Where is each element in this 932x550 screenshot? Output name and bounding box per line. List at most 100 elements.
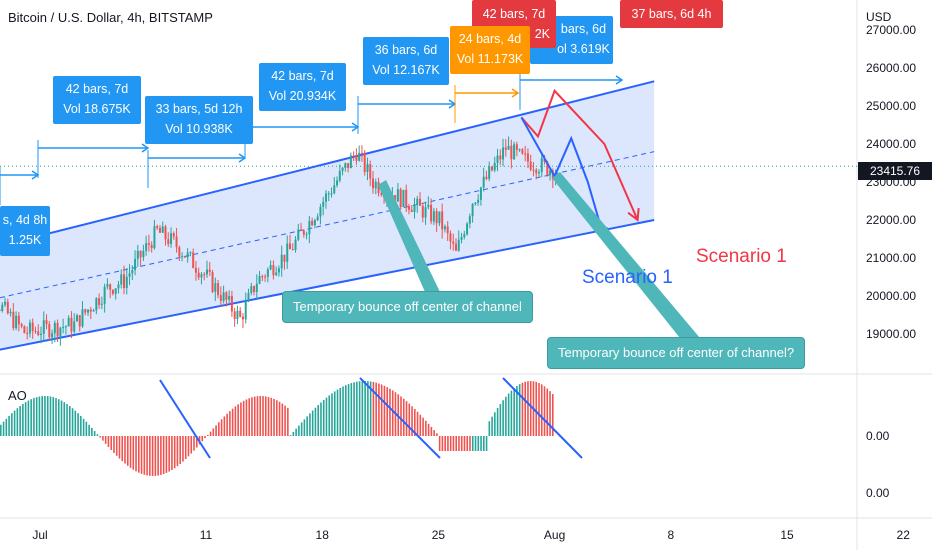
measure-label-8-bars: 37 bars, 6d 4h bbox=[631, 7, 712, 21]
measure-label-8[interactable]: 37 bars, 6d 4h bbox=[620, 0, 723, 28]
ao-bar bbox=[433, 430, 435, 436]
ao-bar bbox=[91, 427, 93, 436]
ao-bar bbox=[126, 436, 129, 466]
candle-body bbox=[158, 228, 161, 233]
ao-bar bbox=[182, 436, 184, 462]
ao-bar bbox=[400, 396, 402, 436]
ao-bar bbox=[474, 436, 477, 451]
ao-bar bbox=[477, 436, 480, 451]
ao-bar bbox=[538, 382, 540, 436]
candle-body bbox=[521, 149, 524, 154]
ao-bar bbox=[320, 402, 322, 436]
ao-bar bbox=[49, 396, 52, 436]
candle-body bbox=[515, 144, 518, 150]
last-price-badge: 23415.76 bbox=[858, 162, 932, 180]
candle-body bbox=[529, 161, 532, 170]
ao-bar bbox=[99, 436, 101, 438]
channel-upper-line bbox=[0, 80, 655, 247]
candle-body bbox=[203, 274, 206, 276]
measure-label-2[interactable]: 33 bars, 5d 12h Vol 10.938K bbox=[145, 96, 253, 144]
measure-label-1[interactable]: 42 bars, 7d Vol 18.675K bbox=[53, 76, 141, 124]
candle-body bbox=[70, 317, 73, 332]
ao-bar bbox=[289, 435, 292, 436]
measure-label-4[interactable]: 36 bars, 6d Vol 12.167K bbox=[363, 37, 449, 85]
ao-bar bbox=[74, 410, 77, 436]
measure-label-0[interactable]: s, 4d 8h 1.25K bbox=[0, 206, 50, 256]
candle-body bbox=[352, 155, 355, 157]
ao-bar bbox=[35, 397, 38, 436]
ao-bar bbox=[69, 406, 71, 436]
measure-label-4-bars: 36 bars, 6d bbox=[374, 43, 438, 57]
candle-body bbox=[455, 243, 457, 251]
candle-body bbox=[117, 284, 120, 289]
callout-bounce-1[interactable]: Temporary bounce off center of channel bbox=[282, 291, 533, 323]
ao-bar bbox=[212, 428, 215, 436]
ao-bar bbox=[184, 436, 187, 460]
ao-bar bbox=[201, 436, 204, 442]
candle-body bbox=[23, 326, 26, 334]
ao-bar bbox=[287, 407, 289, 436]
candle-body bbox=[347, 163, 350, 169]
measure-label-3[interactable]: 42 bars, 7d Vol 20.934K bbox=[259, 63, 346, 111]
ao-bar bbox=[524, 381, 526, 436]
candle-body bbox=[153, 226, 156, 249]
ao-bar bbox=[154, 436, 157, 476]
candle-body bbox=[330, 193, 333, 195]
ao-bar bbox=[402, 398, 405, 436]
ao-bar bbox=[204, 436, 206, 439]
ao-bar bbox=[46, 396, 49, 436]
ao-bar bbox=[124, 436, 126, 464]
candle-body bbox=[289, 243, 291, 250]
candle-body bbox=[432, 211, 435, 222]
candle-body bbox=[120, 274, 123, 285]
ao-indicator-label[interactable]: AO bbox=[8, 388, 27, 403]
candle-body bbox=[194, 268, 197, 273]
candle-body bbox=[56, 322, 59, 337]
ao-bar bbox=[93, 431, 96, 436]
measure-label-5[interactable]: 24 bars, 4d Vol 11.173K bbox=[450, 26, 530, 74]
candle-body bbox=[264, 276, 267, 278]
ao-bar bbox=[427, 423, 430, 436]
candle-body bbox=[443, 226, 446, 230]
ao-bar bbox=[66, 403, 68, 436]
candle-body bbox=[360, 152, 363, 154]
ao-bar bbox=[27, 400, 30, 436]
ao-bar bbox=[57, 399, 60, 436]
ao-bar bbox=[300, 422, 303, 436]
ao-bar bbox=[140, 436, 143, 474]
ao-bar bbox=[342, 386, 344, 436]
ao-bar bbox=[226, 413, 228, 436]
price-tick-label: 27000.00 bbox=[866, 23, 916, 37]
ao-bar bbox=[168, 436, 170, 472]
candle-body bbox=[98, 298, 101, 305]
ao-bar bbox=[223, 416, 226, 436]
ao-bar bbox=[115, 436, 118, 456]
candle-body bbox=[518, 149, 521, 151]
callout-bounce-2[interactable]: Temporary bounce off center of channel? bbox=[547, 337, 806, 369]
ao-bar bbox=[488, 421, 491, 436]
ao-bar bbox=[455, 436, 457, 451]
candle-body bbox=[31, 322, 34, 331]
ao-bar bbox=[408, 403, 411, 436]
ao-bar bbox=[502, 400, 504, 436]
candle-body bbox=[197, 272, 200, 278]
ao-bar bbox=[138, 436, 140, 473]
ao-bar bbox=[494, 412, 496, 436]
candle-body bbox=[479, 187, 482, 200]
ao-bar bbox=[389, 388, 391, 436]
channel-lower-line bbox=[0, 219, 655, 351]
candle-body bbox=[524, 153, 527, 155]
candle-body bbox=[217, 283, 220, 296]
time-tick-label: 11 bbox=[200, 528, 213, 542]
measure-label-7-vol: 2K bbox=[534, 27, 550, 41]
ao-bar bbox=[447, 436, 449, 451]
ao-bar bbox=[549, 391, 551, 436]
symbol-title: Bitcoin / U.S. Dollar, 4h, BITSTAMP bbox=[8, 10, 213, 25]
ao-bar bbox=[331, 393, 333, 436]
ao-bar bbox=[157, 436, 159, 476]
scenario-label-blue: Scenario 1 bbox=[582, 267, 673, 288]
ao-bar bbox=[480, 436, 482, 451]
ao-bar bbox=[30, 399, 32, 436]
candle-body bbox=[349, 155, 352, 169]
